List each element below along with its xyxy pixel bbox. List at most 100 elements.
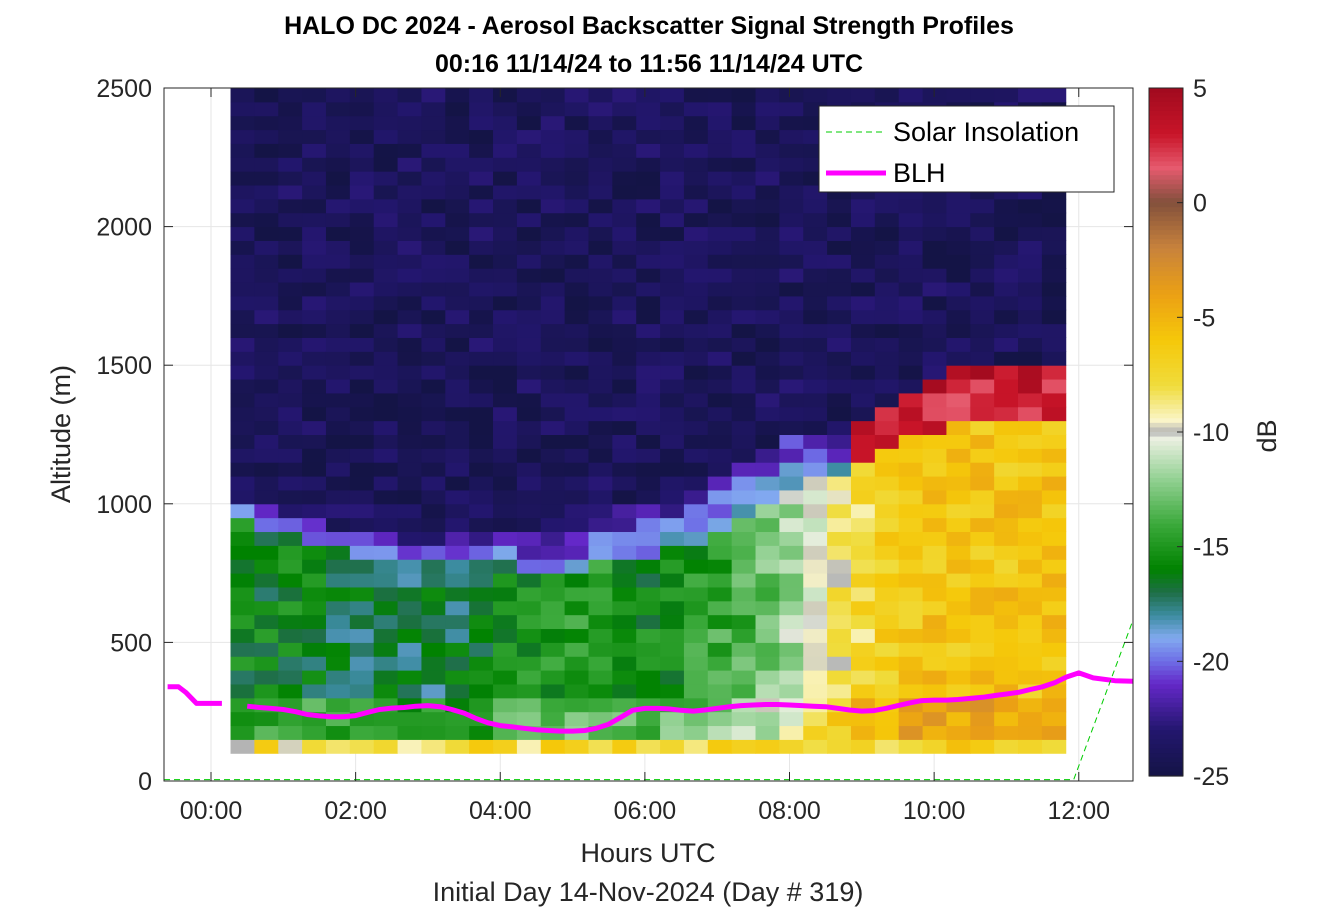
heatmap-cell <box>493 295 518 311</box>
heatmap-cell <box>683 628 709 643</box>
heatmap-cell <box>373 476 399 491</box>
heatmap-cell <box>349 697 375 713</box>
heatmap-cell <box>588 448 613 463</box>
x-tick-label: 06:00 <box>614 797 677 825</box>
heatmap-cell <box>254 448 279 463</box>
heatmap-cell <box>397 240 422 255</box>
heatmap-cell <box>850 392 876 408</box>
heatmap-cell <box>731 711 757 727</box>
heatmap-cell <box>874 545 900 560</box>
heatmap-cell <box>469 476 494 491</box>
heatmap-cell <box>636 185 661 200</box>
heatmap-cell <box>254 545 279 560</box>
y-tick-label: 500 <box>110 629 152 657</box>
heatmap-cell <box>755 545 780 560</box>
heatmap-cell <box>302 600 327 616</box>
y-tick-label: 2000 <box>96 214 152 242</box>
heatmap-cell <box>469 212 494 228</box>
heatmap-cell <box>254 171 279 186</box>
heatmap-cell <box>421 392 446 408</box>
colorbar-step <box>1149 743 1183 750</box>
heatmap-cell <box>230 476 255 491</box>
heatmap-cell <box>922 573 947 588</box>
heatmap-cell <box>898 323 924 338</box>
heatmap-cell <box>302 115 327 131</box>
heatmap-cell <box>302 531 327 546</box>
heatmap-cell <box>755 101 780 117</box>
heatmap-cell <box>898 212 924 228</box>
heatmap-cell <box>636 282 661 297</box>
heatmap-cell <box>898 406 924 422</box>
heatmap-cell <box>683 226 709 241</box>
heatmap-cell <box>349 573 375 588</box>
heatmap-cell <box>469 420 494 435</box>
heatmap-cell <box>779 545 804 560</box>
heatmap-cell <box>994 295 1019 311</box>
heatmap-cell <box>588 268 613 283</box>
heatmap-cell <box>349 115 375 131</box>
heatmap-cell <box>588 392 613 408</box>
heatmap-cell <box>827 683 852 699</box>
heatmap-cell <box>874 725 900 740</box>
heatmap-cell <box>564 365 589 380</box>
colorbar-step <box>1149 592 1183 598</box>
heatmap-cell <box>564 559 589 574</box>
heatmap-cell <box>588 517 613 533</box>
heatmap-cell <box>445 462 470 477</box>
heatmap-cell <box>922 365 947 380</box>
heatmap-cell <box>898 282 924 297</box>
colorbar-step <box>1149 624 1183 630</box>
heatmap-cell <box>278 88 303 103</box>
heatmap-cell <box>779 323 804 338</box>
heatmap-cell <box>349 282 375 297</box>
heatmap-cell <box>683 656 709 671</box>
heatmap-cell <box>922 683 947 699</box>
heatmap-cell <box>564 739 589 754</box>
x-tick-label: 02:00 <box>324 797 387 825</box>
heatmap-cell <box>564 476 589 491</box>
heatmap-cell <box>660 586 685 602</box>
colorbar-tick-label: -25 <box>1193 763 1229 791</box>
heatmap-cell <box>254 656 279 671</box>
heatmap-cell <box>302 198 327 214</box>
heatmap-cell <box>827 434 852 449</box>
heatmap-cell <box>636 392 661 408</box>
colorbar-step <box>1149 326 1183 332</box>
heatmap-cell <box>970 365 995 380</box>
colorbar-step <box>1149 459 1183 465</box>
heatmap-cell <box>707 531 733 546</box>
heatmap-cell <box>564 198 589 214</box>
heatmap-cell <box>278 600 303 616</box>
heatmap-cell <box>850 628 876 643</box>
heatmap-cell <box>516 365 542 380</box>
heatmap-cell <box>445 489 470 505</box>
heatmap-cell <box>230 489 255 505</box>
heatmap-cell <box>731 448 757 463</box>
heatmap-cell <box>469 129 494 144</box>
heatmap-cell <box>302 157 327 172</box>
heatmap-cell <box>827 268 852 283</box>
heatmap-cell <box>230 337 255 352</box>
heatmap-cell <box>994 531 1019 546</box>
heatmap-cell <box>827 656 852 671</box>
heatmap-cell <box>898 448 924 463</box>
heatmap-cell <box>994 739 1019 754</box>
heatmap-cell <box>564 254 589 269</box>
heatmap-cell <box>803 476 828 491</box>
heatmap-cell <box>636 503 661 519</box>
heatmap-cell <box>850 656 876 671</box>
heatmap-cell <box>803 365 828 380</box>
heatmap-cell <box>636 725 661 740</box>
heatmap-cell <box>612 670 637 685</box>
heatmap-cell <box>397 212 422 228</box>
colorbar-step <box>1149 707 1183 713</box>
solar-insolation-line <box>164 620 1134 781</box>
heatmap-cell <box>994 462 1019 477</box>
colorbar-step <box>1149 262 1183 268</box>
heatmap-cell <box>421 517 446 533</box>
heatmap-cell <box>850 420 876 435</box>
heatmap-cell <box>731 268 757 283</box>
heatmap-cell <box>469 171 494 186</box>
heatmap-cell <box>302 683 327 699</box>
heatmap-cell <box>946 656 971 671</box>
